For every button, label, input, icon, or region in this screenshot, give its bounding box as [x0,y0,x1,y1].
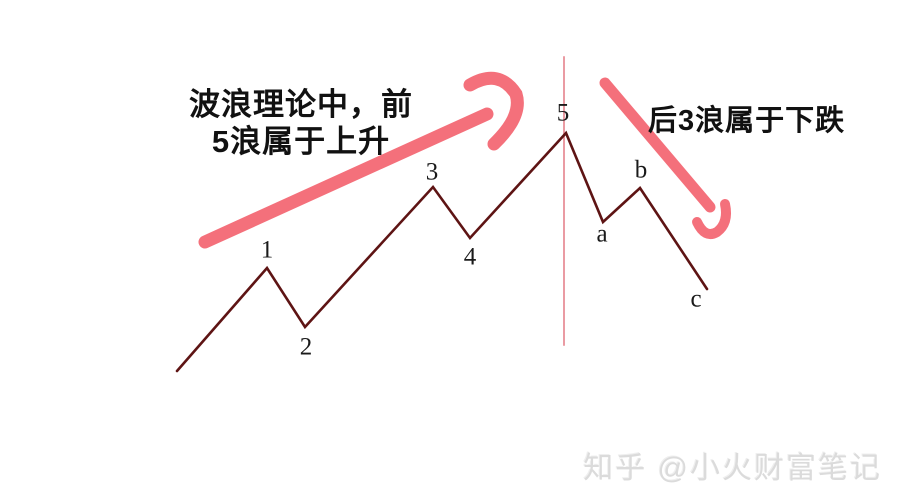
wave-label-1: 1 [260,236,274,264]
uptrend-annotation: 波浪理论中，前 5浪属于上升 [158,86,444,160]
up-arrow-shaft [198,107,494,249]
wave-label-5: 5 [556,99,570,127]
down-arrow-shaft [599,77,716,213]
wave-label-3: 3 [425,158,439,186]
downtrend-annotation: 后3浪属于下跌 [648,105,846,137]
up-arrow-head-icon [463,71,524,151]
wave-label-c: c [690,285,702,313]
watermark: 知乎 @小火财富笔记 [583,452,882,485]
wave-label-b: b [634,156,648,184]
down-arrow-head-icon [692,199,731,239]
wave-label-a: a [596,220,608,248]
wave-line [175,130,709,373]
uptrend-annotation-line2: 5浪属于上升 [211,124,391,159]
wave-label-4: 4 [463,243,477,271]
uptrend-annotation-line1: 波浪理论中，前 [189,87,413,122]
wave-label-2: 2 [299,333,313,361]
